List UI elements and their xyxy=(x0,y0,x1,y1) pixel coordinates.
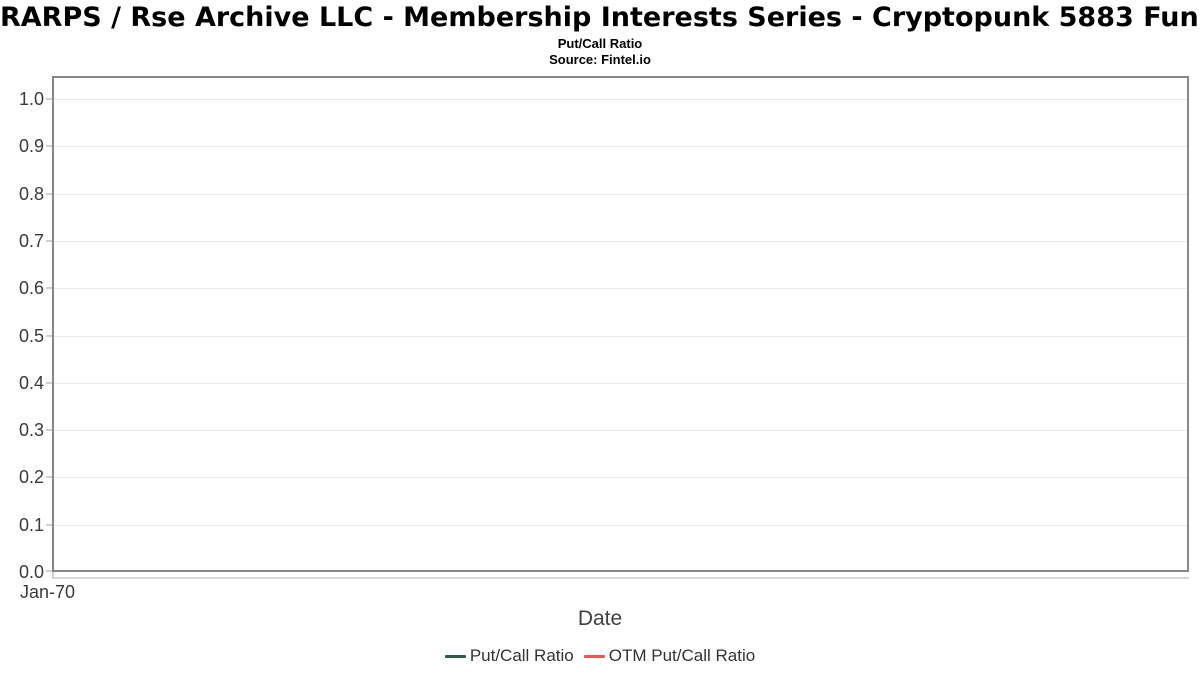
y-tick-label: 0.5 xyxy=(18,326,44,346)
legend: Put/Call Ratio OTM Put/Call Ratio xyxy=(0,646,1200,666)
gridline xyxy=(54,99,1187,100)
x-tick-mark xyxy=(52,572,54,578)
y-tick-label: 0.9 xyxy=(18,136,44,156)
legend-item-otm-putcall-ratio[interactable]: OTM Put/Call Ratio xyxy=(583,646,756,666)
y-tick-mark xyxy=(46,476,52,478)
y-tick-mark xyxy=(46,570,52,572)
y-tick-label: 0.2 xyxy=(18,467,44,487)
y-tick-mark xyxy=(46,429,52,431)
y-tick-label: 0.8 xyxy=(18,184,44,204)
y-tick-label: 0.4 xyxy=(18,373,44,393)
putcall-series-line-icon xyxy=(444,654,466,658)
otm-putcall-series-line-icon xyxy=(583,654,605,658)
y-tick-mark xyxy=(46,240,52,242)
chart-title: RARPS / Rse Archive LLC - Membership Int… xyxy=(0,2,1200,33)
y-tick-mark xyxy=(46,524,52,526)
x-axis-title: Date xyxy=(577,607,623,630)
y-tick-label: 0.6 xyxy=(18,278,44,298)
gridline xyxy=(54,525,1187,526)
y-tick-mark xyxy=(46,193,52,195)
y-tick-label: 1.0 xyxy=(18,89,44,109)
legend-item-putcall-ratio[interactable]: Put/Call Ratio xyxy=(444,646,574,666)
gridline xyxy=(54,194,1187,195)
y-tick-mark xyxy=(46,145,52,147)
y-tick-mark xyxy=(46,98,52,100)
gridline xyxy=(54,336,1187,337)
gridline xyxy=(54,288,1187,289)
chart-subtitle: Put/Call Ratio xyxy=(557,36,643,51)
plot-area xyxy=(52,76,1189,572)
gridline xyxy=(54,241,1187,242)
chart-source-label: Source: Fintel.io xyxy=(549,52,651,67)
gridline xyxy=(54,430,1187,431)
legend-label: Put/Call Ratio xyxy=(469,646,574,665)
gridline xyxy=(54,477,1187,478)
legend-label: OTM Put/Call Ratio xyxy=(608,646,756,665)
y-tick-label: 0.0 xyxy=(18,562,44,582)
x-axis-line xyxy=(52,577,1189,579)
y-tick-mark xyxy=(46,335,52,337)
y-tick-label: 0.1 xyxy=(18,515,44,535)
gridline xyxy=(54,383,1187,384)
gridline xyxy=(54,146,1187,147)
y-tick-mark xyxy=(46,382,52,384)
y-tick-mark xyxy=(46,287,52,289)
x-tick-label: Jan-70 xyxy=(20,582,76,602)
y-tick-label: 0.3 xyxy=(18,420,44,440)
y-tick-label: 0.7 xyxy=(18,231,44,251)
